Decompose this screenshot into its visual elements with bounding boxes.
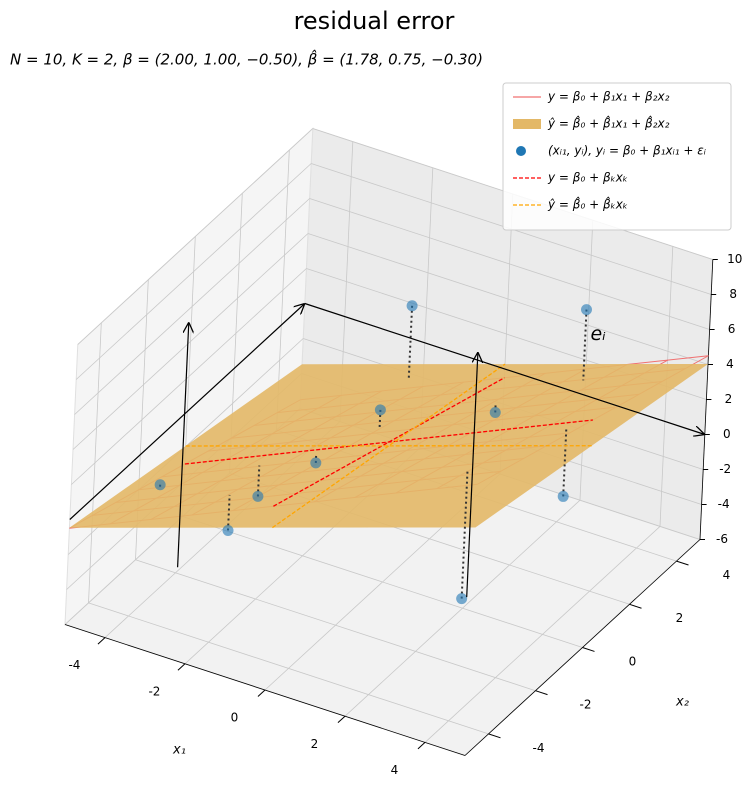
tick-mark	[257, 689, 266, 697]
z-tick-label: 10	[727, 252, 742, 266]
chart-subtitle: N = 10, K = 2, β = (2.00, 1.00, −0.50), …	[10, 49, 483, 69]
residual	[378, 409, 382, 430]
tick-mark	[337, 715, 346, 724]
plot-area: -4 -2 0 2 4 -4 -2 0 2 4 -6 -4 -2 0 2 4 6 8 10 x₁ x₂ eᵢ	[64, 127, 742, 777]
tick-mark	[535, 690, 548, 696]
data-point	[154, 479, 166, 491]
axis-line	[64, 624, 466, 756]
tick-mark	[582, 647, 595, 652]
z-tick-label: 4	[726, 357, 734, 371]
legend-swatch	[516, 146, 526, 156]
x-axis-label: x₁	[172, 742, 186, 757]
fitted-plane	[69, 363, 709, 528]
legend-box	[502, 82, 732, 231]
residual	[460, 470, 469, 599]
grid-line	[71, 268, 307, 485]
y-tick-label: 0	[629, 654, 637, 668]
chart-title: residual error	[294, 7, 455, 35]
z-tick-label: 8	[729, 287, 737, 301]
grid-line	[135, 559, 536, 692]
arrow	[466, 352, 478, 598]
residual	[582, 309, 588, 381]
true-line	[273, 377, 505, 507]
x-tick-label: -2	[148, 684, 160, 698]
residual	[562, 429, 568, 497]
axis-line	[464, 539, 701, 756]
arrow	[69, 304, 305, 520]
legend-label: (xᵢ₁, yᵢ), yᵢ = β₀ + β₁xᵢ₁ + εᵢ	[548, 144, 706, 158]
fit-line	[272, 363, 506, 529]
grid-line	[309, 198, 710, 330]
tick-mark	[488, 733, 501, 739]
x-tick-label: 2	[311, 737, 319, 751]
legend-label: ŷ = β̂₀ + β̂ₖxₖ	[547, 195, 628, 211]
legend-label: y = β₀ + β₁x₁ + β₂x₂	[547, 90, 670, 104]
tick-mark	[629, 603, 642, 609]
data-point	[252, 490, 264, 502]
z-tick-label: 0	[723, 427, 731, 441]
x-tick-label: 0	[231, 711, 239, 725]
residual	[227, 494, 231, 531]
data-point	[374, 404, 386, 416]
y-tick-label: 4	[723, 568, 731, 582]
tick-mark	[177, 663, 186, 671]
y-tick-label: 2	[676, 611, 684, 625]
arrow	[304, 302, 705, 435]
z-tick-label: 6	[728, 322, 736, 336]
x-tick-label: 4	[391, 763, 399, 777]
tick-mark	[417, 742, 426, 750]
data-point	[310, 457, 322, 469]
tick-mark	[97, 637, 106, 645]
y-tick-label: -4	[533, 741, 545, 755]
y-axis-label: x₂	[675, 694, 689, 709]
grid-line	[72, 233, 309, 450]
grid-line	[75, 163, 312, 380]
axis-line	[699, 259, 714, 540]
data-point	[222, 524, 234, 536]
legend-label: ŷ = β̂₀ + β̂₁x₁ + β̂₂x₂	[547, 114, 670, 130]
data-point	[489, 406, 501, 418]
data-point	[581, 304, 592, 316]
data-point	[456, 593, 468, 605]
arrow	[177, 322, 189, 568]
grid-line	[307, 233, 709, 365]
z-tick-label: -2	[719, 462, 731, 476]
z-tick-label: 2	[725, 392, 733, 406]
data-point	[557, 490, 569, 502]
data-point	[406, 300, 418, 312]
tick-mark	[676, 560, 689, 566]
grid-line	[182, 516, 583, 648]
legend-swatch	[513, 119, 541, 129]
legend: y = β₀ + β₁x₁ + β₂x₂ ŷ = β̂₀ + β̂₁x₁ + β̂…	[502, 82, 732, 231]
legend-label: y = β₀ + βₖxₖ	[547, 171, 628, 185]
grid-line	[88, 602, 489, 735]
z-tick-label: -6	[716, 532, 728, 546]
y-tick-label: -2	[580, 698, 592, 712]
grid-line	[77, 128, 314, 345]
z-tick-label: -4	[718, 497, 730, 511]
x-tick-label: -4	[68, 658, 80, 672]
grid-line	[74, 198, 310, 415]
annotation: eᵢ	[591, 323, 606, 345]
